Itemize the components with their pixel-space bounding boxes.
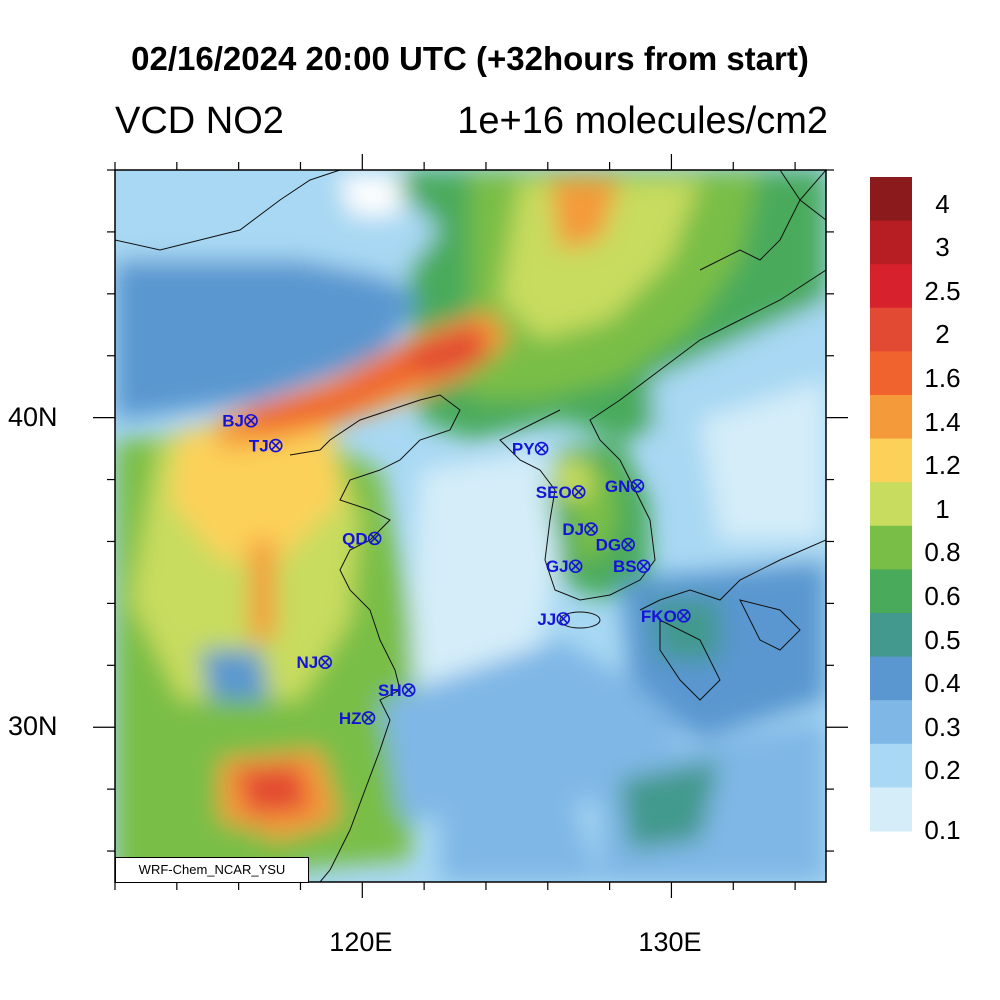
- station-gj: GJ: [546, 557, 583, 576]
- station-label: DG: [596, 536, 622, 555]
- colorbar-swatch: [870, 395, 912, 440]
- colorbar-swatch: [870, 438, 912, 483]
- station-label: DJ: [562, 520, 584, 539]
- axis-ticks: [93, 154, 848, 898]
- colorbar-label: 1: [935, 493, 950, 524]
- colorbar-label: 0.3: [924, 711, 961, 742]
- colorbar-swatch: [870, 264, 912, 309]
- variable-label: VCD NO2: [115, 100, 284, 142]
- chart-title: 02/16/2024 20:00 UTC (+32hours from star…: [131, 40, 809, 77]
- colorbar-label: 0.6: [924, 581, 961, 611]
- station-label: SEO: [536, 483, 572, 502]
- concentration-field: [115, 170, 826, 882]
- colorbar-swatch: [870, 743, 912, 788]
- colorbar-label: 1.2: [924, 450, 961, 481]
- colorbar-swatch: [870, 656, 912, 701]
- colorbar-label: 0.5: [924, 624, 961, 655]
- colorbar-label: 3: [935, 232, 950, 263]
- colorbar-label: 0.4: [924, 668, 961, 699]
- station-qd: QD: [342, 529, 382, 548]
- station-label: FKO: [641, 607, 677, 626]
- colorbar-swatch: [870, 569, 912, 614]
- station-markers: BJ TJ QD NJ SH HZ PY SEO GN DJ DG GJ BS JJ FKO: [222, 412, 691, 728]
- station-label: JJ: [537, 610, 556, 629]
- colorbar-swatch: [870, 525, 912, 570]
- colorbar: [870, 177, 912, 832]
- colorbar-swatch: [870, 220, 912, 265]
- colorbar-label: 0.8: [924, 537, 961, 568]
- station-label: TJ: [249, 437, 269, 456]
- colorbar-label: 0.1: [924, 815, 961, 845]
- colorbar-swatch: [870, 700, 912, 745]
- station-label: NJ: [296, 653, 318, 672]
- colorbar-label: 2.5: [924, 275, 961, 306]
- station-bj: BJ: [222, 412, 258, 431]
- lat-label: 40N: [8, 401, 58, 432]
- colorbar-label: 4: [935, 188, 950, 219]
- station-dj: DJ: [562, 520, 598, 539]
- colorbar-label: 1.4: [924, 406, 961, 437]
- station-label: BJ: [222, 412, 244, 431]
- station-label: GN: [605, 477, 631, 496]
- station-jj: JJ: [537, 610, 571, 629]
- map-frame: [114, 169, 827, 883]
- station-dg: DG: [596, 536, 635, 555]
- station-label: GJ: [546, 557, 569, 576]
- colorbar-label: 2: [935, 319, 950, 350]
- model-credit: WRF-Chem_NCAR_YSU: [115, 857, 309, 883]
- station-label: HZ: [339, 709, 362, 728]
- colorbar-swatch: [870, 177, 912, 222]
- coastlines: [115, 170, 826, 882]
- station-py: PY: [512, 440, 549, 459]
- station-fko: FKO: [641, 607, 691, 626]
- station-nj: NJ: [296, 653, 333, 672]
- station-hz: HZ: [339, 709, 376, 728]
- station-label: PY: [512, 440, 535, 459]
- units-label: 1e+16 molecules/cm2: [457, 100, 828, 142]
- station-gn: GN: [605, 477, 645, 496]
- lon-label: 120E: [329, 927, 393, 957]
- lat-label: 30N: [8, 711, 58, 742]
- colorbar-label: 1.6: [924, 363, 961, 393]
- station-label: BS: [613, 557, 637, 576]
- lon-label: 130E: [638, 927, 702, 957]
- station-sh: SH: [378, 681, 416, 700]
- station-bs: BS: [613, 557, 651, 576]
- colorbar-swatch: [870, 787, 912, 832]
- colorbar-swatch: [870, 351, 912, 396]
- station-seo: SEO: [536, 483, 586, 502]
- station-label: QD: [342, 529, 368, 548]
- colorbar-swatch: [870, 307, 912, 352]
- station-label: SH: [378, 681, 402, 700]
- station-tj: TJ: [249, 437, 283, 456]
- colorbar-swatch: [870, 613, 912, 658]
- colorbar-swatch: [870, 482, 912, 527]
- colorbar-label: 0.2: [924, 755, 961, 786]
